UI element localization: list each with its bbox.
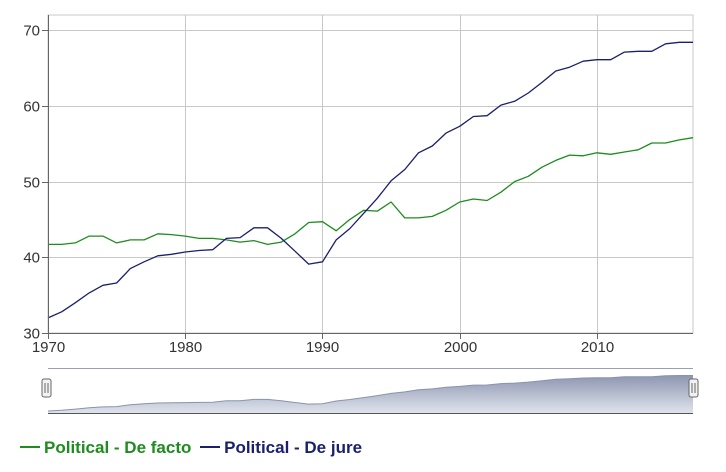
legend-item-de-facto[interactable]: Political - De facto	[20, 438, 191, 458]
legend-swatch-de-facto	[20, 446, 40, 449]
drag-handle-icon[interactable]	[688, 378, 699, 398]
plot-frame	[47, 14, 694, 334]
y-tick-label: 30	[23, 326, 40, 343]
drag-handle-icon[interactable]	[41, 378, 52, 398]
x-tick-label: 1990	[306, 339, 339, 356]
legend-item-de-jure[interactable]: Political - De jure	[200, 438, 362, 458]
chart-svg: 30 40 50 60 70 1970 1980 1990 2000 2010	[23, 14, 699, 414]
series-layer	[47, 41, 694, 319]
legend-label-de-jure: Political - De jure	[224, 438, 363, 457]
legend: Political - De facto Political - De jure	[20, 438, 362, 458]
y-tick-label: 70	[23, 23, 40, 40]
x-tick-label: 2000	[444, 339, 477, 356]
navigator-area	[48, 375, 693, 413]
series-line-de-jure[interactable]	[47, 41, 693, 319]
y-tick-label: 60	[23, 99, 40, 116]
axes: 30 40 50 60 70 1970 1980 1990 2000 2010	[23, 15, 693, 356]
y-tick-label: 40	[23, 250, 40, 267]
navigator-handle-right[interactable]	[688, 378, 699, 398]
x-tick-label: 1980	[169, 339, 202, 356]
legend-label-de-facto: Political - De facto	[44, 438, 192, 457]
navigator-line	[47, 375, 693, 412]
grid	[47, 14, 694, 334]
legend-swatch-de-jure	[200, 446, 221, 449]
x-tick-label: 1970	[32, 339, 65, 356]
navigator-handle-left[interactable]	[41, 378, 52, 398]
x-tick-label: 2010	[581, 339, 614, 356]
y-tick-label: 50	[23, 175, 40, 192]
navigator[interactable]	[41, 368, 699, 414]
series-line-de-facto[interactable]	[48, 137, 694, 246]
